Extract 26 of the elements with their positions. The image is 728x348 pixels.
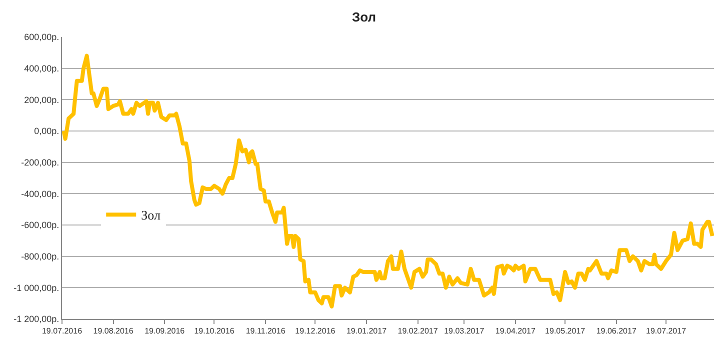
y-tick-label: -200,00р. <box>21 157 60 168</box>
x-tick-label: 19.09.2016 <box>144 326 186 336</box>
y-tick-label: 200,00р. <box>24 94 60 105</box>
x-tick-label: 19.03.2017 <box>444 326 485 336</box>
x-tick-label: 19.11.2016 <box>246 326 286 336</box>
x-tick-label: 19.10.2016 <box>194 326 235 336</box>
x-tick-label: 19.12.2016 <box>295 326 336 336</box>
x-tick-label: 19.01.2017 <box>346 326 388 336</box>
x-tick-label: 19.02.2017 <box>398 326 438 336</box>
y-tick-label: -1 200,00р. <box>14 314 60 324</box>
y-tick-label: 400,00р. <box>24 63 60 74</box>
x-tick-label: 19.04.2017 <box>495 326 536 336</box>
y-tick-label: -1 000,00р. <box>14 282 60 293</box>
chart-title: Зол <box>352 9 376 24</box>
y-tick-label: -800,00р. <box>21 251 60 262</box>
y-tick-label: 600,00р. <box>24 32 60 42</box>
y-tick-label: -400,00р. <box>21 188 60 199</box>
line-series <box>62 54 714 308</box>
x-tick-label: 19.07.2017 <box>646 326 687 336</box>
y-tick-label: -600,00р. <box>21 220 60 230</box>
x-tick-label: 19.07.2016 <box>42 326 83 336</box>
x-tick-label: 19.06.2017 <box>596 326 637 336</box>
x-tick-label: 19.08.2016 <box>93 326 134 336</box>
legend-label: Зол <box>141 208 161 223</box>
x-tick-label: 19.05.2017 <box>545 326 586 336</box>
y-tick-label: 0,00р. <box>34 126 60 136</box>
